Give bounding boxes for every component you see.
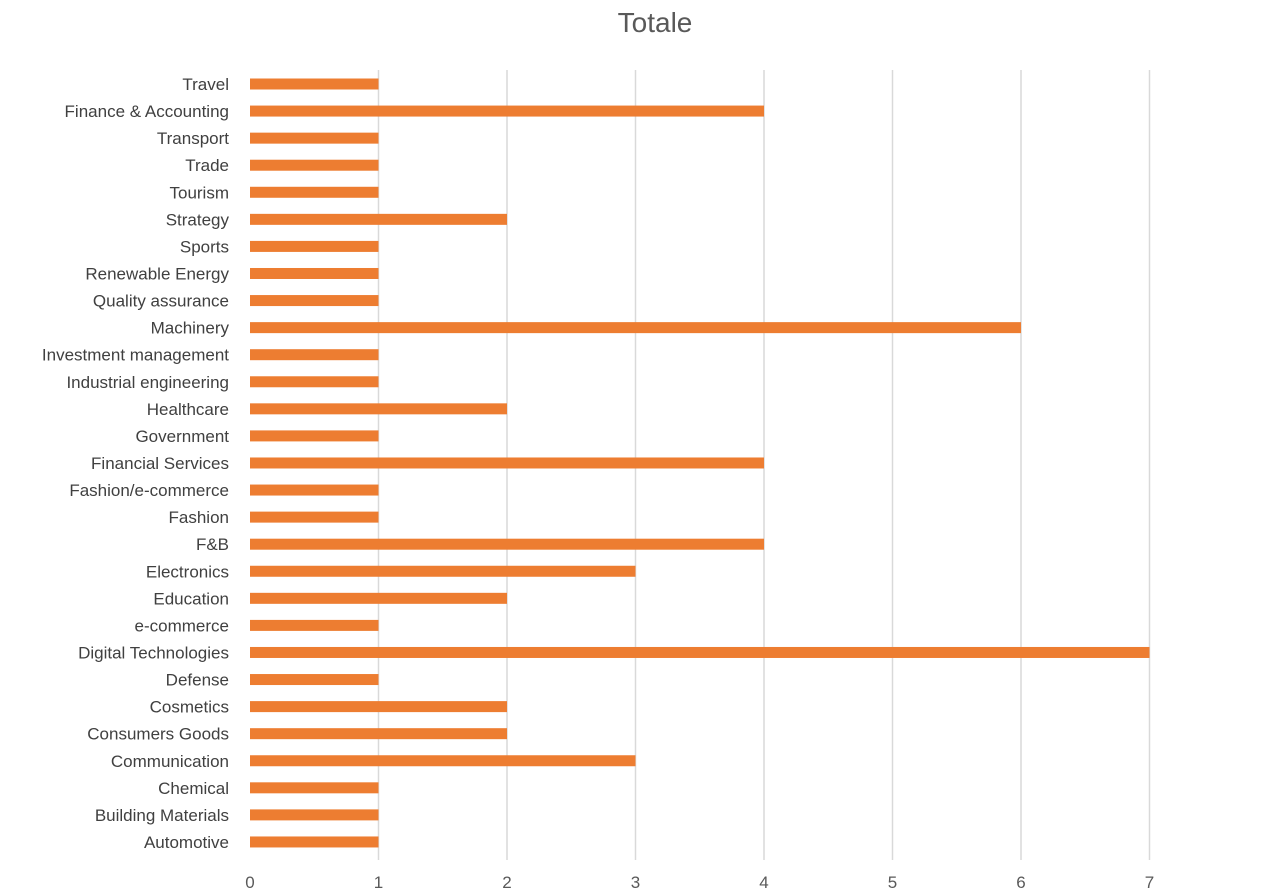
bar xyxy=(250,674,379,686)
category-label: Government xyxy=(135,427,229,446)
bar xyxy=(250,322,1021,334)
category-label: Renewable Energy xyxy=(85,264,229,283)
category-label: Transport xyxy=(157,129,229,148)
category-label: Finance & Accounting xyxy=(65,102,229,121)
bar xyxy=(250,403,507,415)
category-label: Healthcare xyxy=(147,400,229,419)
category-label: Education xyxy=(153,589,229,608)
bar xyxy=(250,430,379,442)
bar xyxy=(250,592,507,604)
category-label: Financial Services xyxy=(91,454,229,473)
category-label: Chemical xyxy=(158,779,229,798)
bar xyxy=(250,295,379,307)
category-label: Electronics xyxy=(146,562,229,581)
bar xyxy=(250,457,764,469)
x-tick-label: 7 xyxy=(1145,873,1154,890)
category-label: F&B xyxy=(196,535,229,554)
bar xyxy=(250,565,636,577)
bar xyxy=(250,484,379,496)
bar xyxy=(250,105,764,117)
category-label: Quality assurance xyxy=(93,292,229,311)
category-label: Industrial engineering xyxy=(66,373,229,392)
category-label: Defense xyxy=(166,671,229,690)
category-label: Building Materials xyxy=(95,806,229,825)
category-label: Sports xyxy=(180,237,229,256)
category-label: Digital Technologies xyxy=(78,643,229,662)
bar xyxy=(250,836,379,848)
bar xyxy=(250,132,379,144)
category-label: Tourism xyxy=(169,183,229,202)
bar xyxy=(250,809,379,821)
x-tick-label: 1 xyxy=(374,873,383,890)
category-label: Consumers Goods xyxy=(87,725,229,744)
bars xyxy=(250,78,1150,848)
bar xyxy=(250,159,379,171)
x-tick-label: 0 xyxy=(245,873,254,890)
bar xyxy=(250,186,379,198)
category-label: e-commerce xyxy=(135,616,229,635)
bar xyxy=(250,267,379,279)
category-label: Machinery xyxy=(151,319,230,338)
bar xyxy=(250,782,379,794)
bar xyxy=(250,728,507,740)
x-tick-label: 3 xyxy=(631,873,640,890)
x-tick-labels: 0 1 2 3 4 5 6 7 xyxy=(245,873,1154,892)
category-label: Communication xyxy=(111,752,229,771)
chart-title: Totale xyxy=(618,7,693,38)
category-label: Fashion/e-commerce xyxy=(69,481,229,500)
bar xyxy=(250,349,379,361)
bar xyxy=(250,755,636,767)
bar xyxy=(250,213,507,225)
x-tick-label: 5 xyxy=(888,873,897,890)
bar xyxy=(250,646,1150,658)
bar xyxy=(250,701,507,713)
bar xyxy=(250,376,379,388)
x-tick-label: 4 xyxy=(759,873,768,890)
category-label: Travel xyxy=(182,75,229,94)
bar xyxy=(250,538,764,550)
category-label: Automotive xyxy=(144,833,229,852)
bar xyxy=(250,511,379,523)
bar xyxy=(250,240,379,252)
category-label: Investment management xyxy=(42,346,229,365)
category-label: Trade xyxy=(185,156,229,175)
category-label: Strategy xyxy=(166,210,230,229)
bar xyxy=(250,78,379,90)
x-tick-label: 2 xyxy=(502,873,511,890)
category-label: Fashion xyxy=(169,508,229,527)
bar xyxy=(250,619,379,631)
x-tick-label: 6 xyxy=(1016,873,1025,890)
category-labels: Travel Finance & Accounting Transport Trade… xyxy=(42,75,230,852)
category-label: Cosmetics xyxy=(150,698,229,717)
